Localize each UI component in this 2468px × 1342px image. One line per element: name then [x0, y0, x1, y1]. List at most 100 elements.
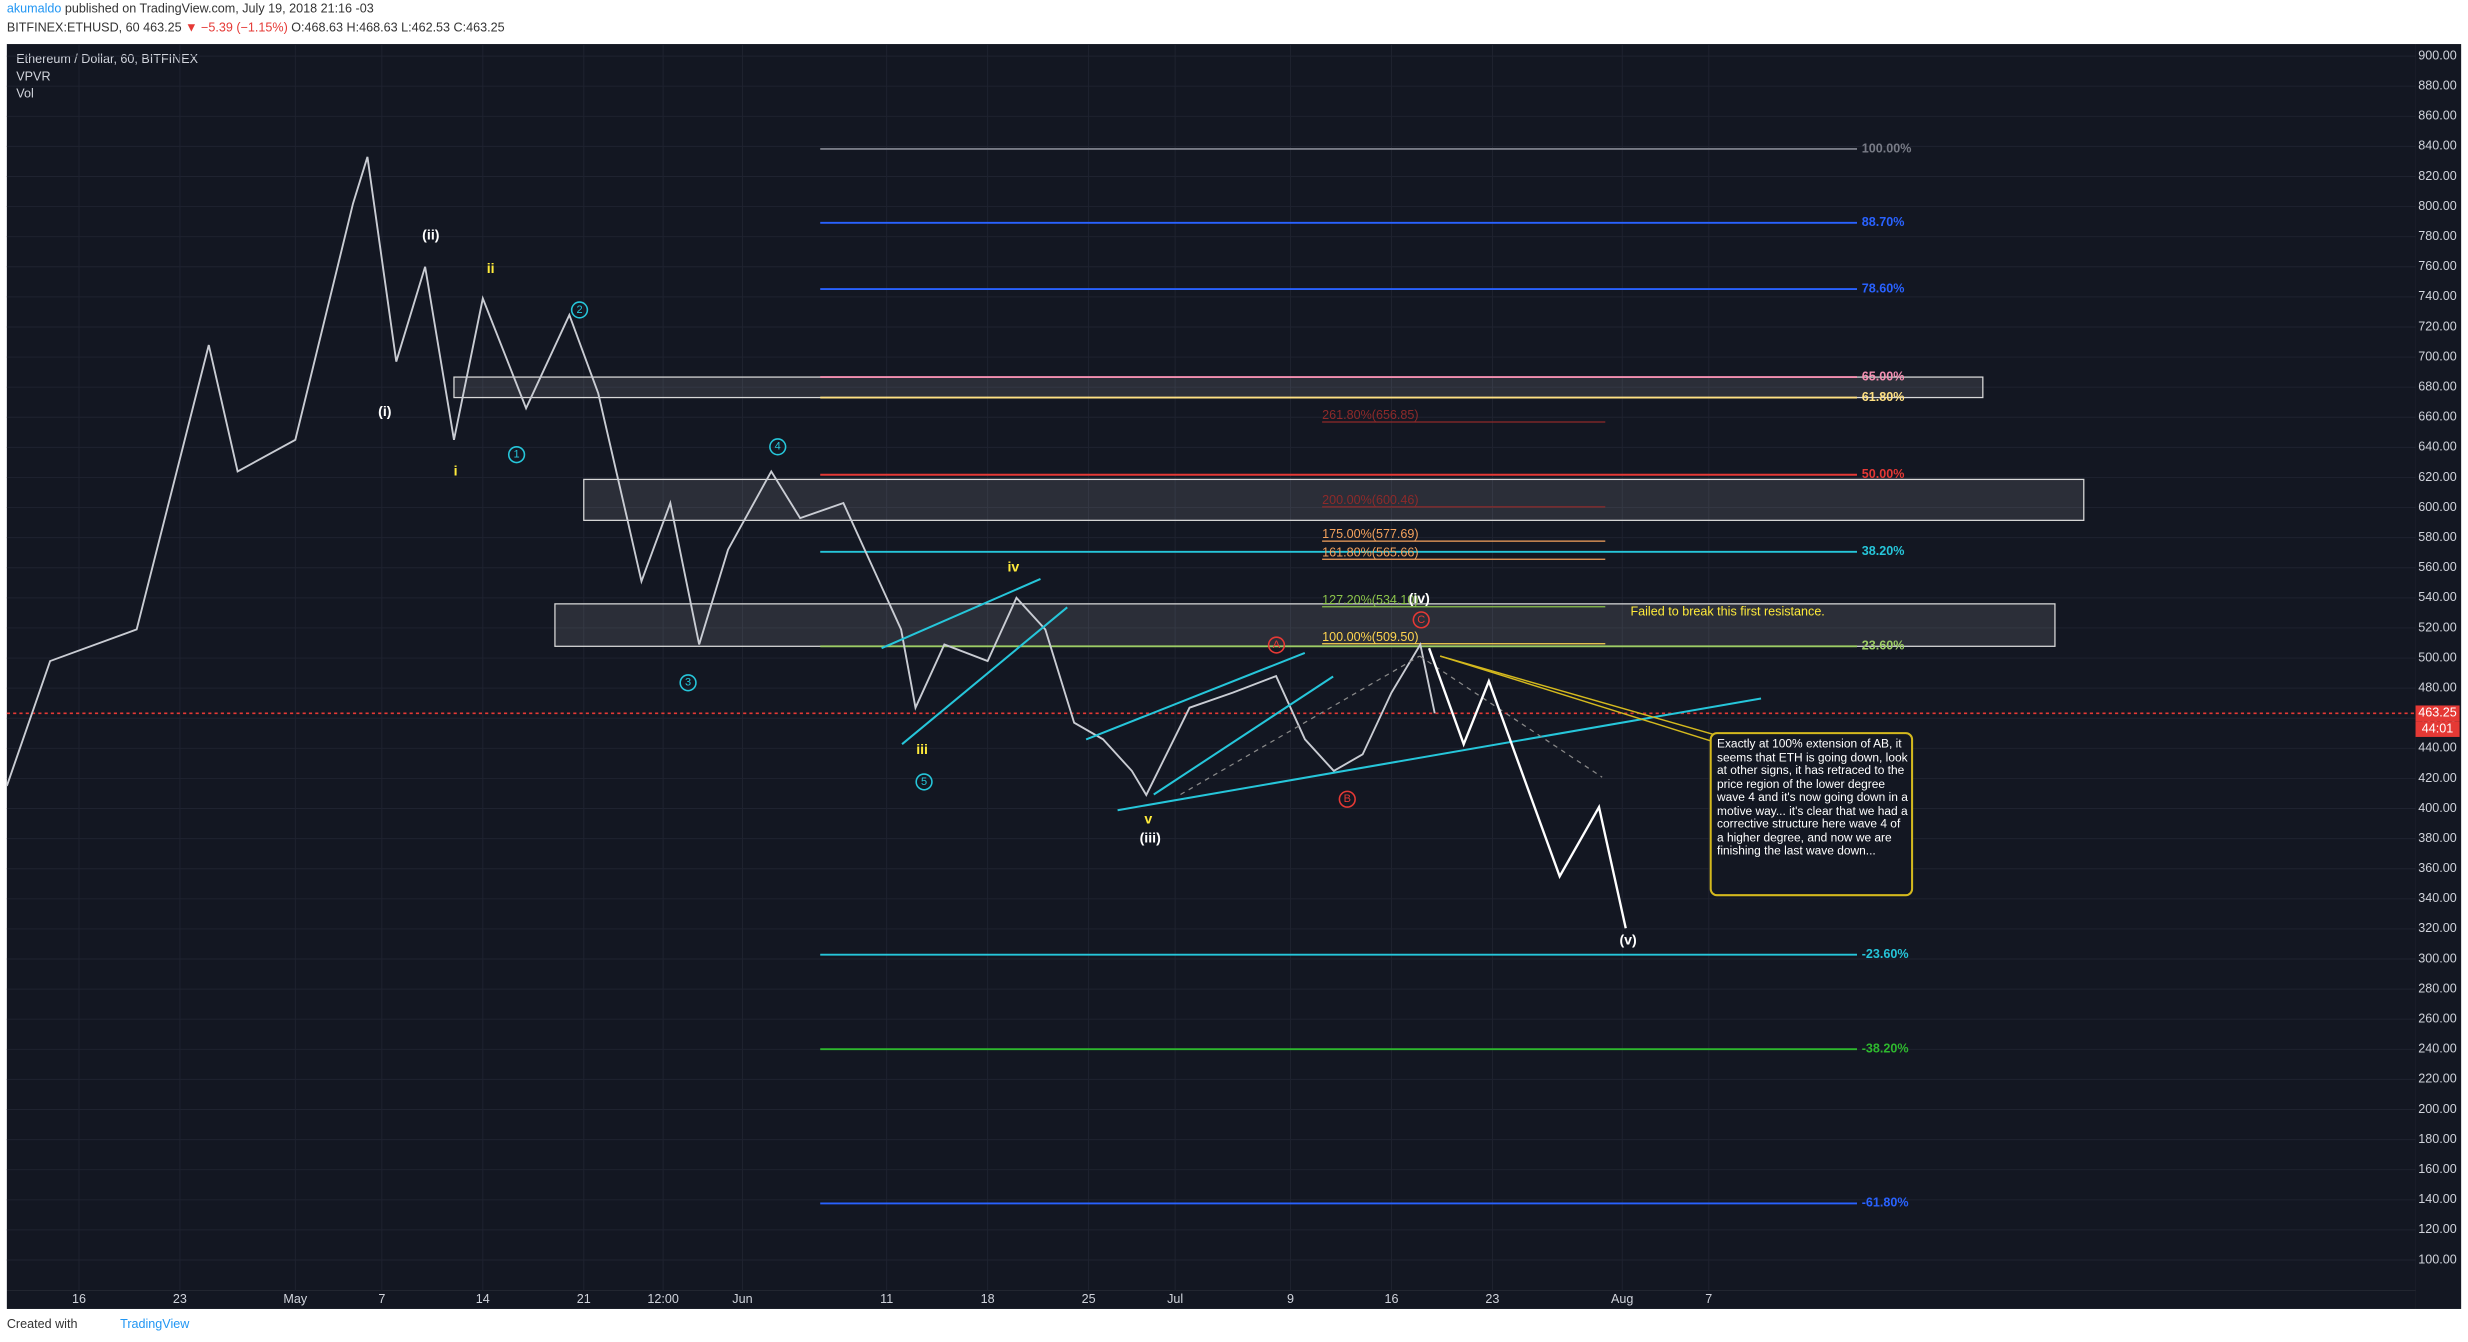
wave-label: 2	[576, 304, 582, 316]
y-tick-label: 420.00	[2418, 771, 2456, 785]
price-series	[5, 156, 1436, 797]
low: L:462.53	[401, 21, 450, 35]
wave-label: 5	[921, 776, 927, 788]
wave-label: 1	[514, 449, 520, 461]
wave-circle	[570, 301, 589, 319]
trendline	[881, 578, 1041, 650]
y-tick-label: 160.00	[2418, 1162, 2456, 1176]
footer-created: Created with	[7, 1317, 78, 1331]
wave-label: (v)	[1619, 932, 1636, 948]
symbol-line: BITFINEX:ETHUSD, 60 463.25 ▼ −5.39 (−1.1…	[7, 21, 505, 35]
wave-circle	[769, 438, 787, 456]
y-tick-label: 740.00	[2418, 289, 2456, 303]
fib-label: -23.60%	[1862, 947, 1909, 961]
x-tick-label: Jun	[732, 1292, 752, 1306]
fib-label: 61.80%	[1862, 390, 1905, 404]
open: O:468.63	[291, 21, 343, 35]
wave-circle	[507, 446, 526, 464]
y-tick-label: 100.00	[2418, 1252, 2456, 1266]
y-tick-label: 760.00	[2418, 259, 2456, 273]
extension-label: 127.20%(534.10)	[1322, 593, 1419, 607]
y-tick-label: 880.00	[2418, 79, 2456, 93]
wave-circle	[1338, 790, 1356, 808]
resistance-note: Failed to break this first resistance.	[1630, 604, 1824, 618]
extension-label: 175.00%(577.69)	[1322, 527, 1419, 541]
author: akumaldo	[7, 2, 62, 16]
y-tick-label: 180.00	[2418, 1132, 2456, 1146]
x-tick-label: 12:00	[647, 1292, 678, 1306]
fib-label: 88.70%	[1862, 215, 1905, 229]
y-tick-label: 260.00	[2418, 1012, 2456, 1026]
y-tick-label: 640.00	[2418, 440, 2456, 454]
wave-labels: (i) (ii) (iii) (iv) (v) i ii iii iv v 1 …	[378, 227, 1637, 948]
y-tick-label: 340.00	[2418, 891, 2456, 905]
x-tick-label: 14	[476, 1292, 490, 1306]
wave-label: (i)	[378, 403, 391, 419]
x-tick-label: 16	[1384, 1292, 1398, 1306]
x-tick-label: 9	[1287, 1292, 1294, 1306]
dashed-line	[1180, 655, 1420, 796]
fib-label: 78.60%	[1862, 281, 1905, 295]
y-tick-label: 540.00	[2418, 590, 2456, 604]
zone	[554, 603, 2056, 647]
legend-vpvr: VPVR	[16, 69, 50, 83]
y-tick-label: 360.00	[2418, 861, 2456, 875]
fib-label: 65.00%	[1862, 369, 1905, 383]
x-tick-label: 23	[1485, 1292, 1499, 1306]
x-tick-label: May	[283, 1292, 307, 1306]
wave-label: iii	[916, 741, 928, 757]
wave-label: (iii)	[1140, 829, 1161, 845]
price-axis	[2415, 44, 2462, 1309]
wave-label: i	[454, 463, 458, 479]
zone	[583, 478, 2085, 521]
y-tick-label: 520.00	[2418, 620, 2456, 634]
wave-label: iv	[1007, 559, 1019, 575]
extension-label: 161.80%(565.66)	[1322, 545, 1419, 559]
note: Exactly at 100% extension of AB, it seem…	[1717, 738, 1908, 857]
y-tick-label: 840.00	[2418, 139, 2456, 153]
note-box	[1709, 732, 1914, 897]
y-tick-label: 120.00	[2418, 1222, 2456, 1236]
fib-label: 50.00%	[1862, 467, 1905, 481]
x-tick-label: 23	[173, 1292, 187, 1306]
x-tick-label: 11	[880, 1292, 893, 1306]
y-tick-label: 820.00	[2418, 169, 2456, 183]
x-tick-label: 21	[577, 1292, 591, 1306]
y-tick-label: 900.00	[2418, 48, 2456, 62]
wave-circle	[1412, 611, 1430, 629]
x-tick-label: Aug	[1611, 1292, 1633, 1306]
y-tick-label: 600.00	[2418, 500, 2456, 514]
last: 463.25	[143, 21, 181, 35]
x-tick-label: Jul	[1167, 1292, 1183, 1306]
y-tick-label: 380.00	[2418, 831, 2456, 845]
wave-label: 3	[685, 677, 691, 689]
y-tick-label: 480.00	[2418, 680, 2456, 694]
price-tag	[2415, 705, 2460, 722]
plot-area	[6, 44, 2416, 1291]
x-tick-label: 18	[981, 1292, 995, 1306]
fib-label: 38.20%	[1862, 544, 1905, 558]
trendline	[901, 606, 1068, 745]
close: C:463.25	[454, 21, 505, 35]
y-tick-label: 800.00	[2418, 199, 2456, 213]
symbol: BITFINEX:ETHUSD, 60	[7, 21, 140, 35]
y-tick-label: 580.00	[2418, 530, 2456, 544]
y-tick-label: 280.00	[2418, 981, 2456, 995]
x-tick-label: 16	[72, 1292, 86, 1306]
projection-path	[1427, 647, 1627, 929]
y-tick-label: 220.00	[2418, 1072, 2456, 1086]
y-tick-label: 620.00	[2418, 470, 2456, 484]
y-tick-label: 140.00	[2418, 1192, 2456, 1206]
countdown-tag	[2415, 721, 2460, 737]
extension-label: 100.00%(509.50)	[1322, 630, 1419, 644]
y-tick-label: 860.00	[2418, 109, 2456, 123]
extension-label: 261.80%(656.85)	[1322, 408, 1419, 422]
trendline	[1153, 675, 1334, 796]
price-tag-label: 463.25	[2418, 706, 2456, 720]
wave-label: v	[1144, 810, 1152, 826]
x-tick-label: 7	[378, 1292, 385, 1306]
y-tick-label: 560.00	[2418, 560, 2456, 574]
fib-label: 23.60%	[1862, 639, 1905, 653]
callout-line	[1439, 655, 1721, 737]
